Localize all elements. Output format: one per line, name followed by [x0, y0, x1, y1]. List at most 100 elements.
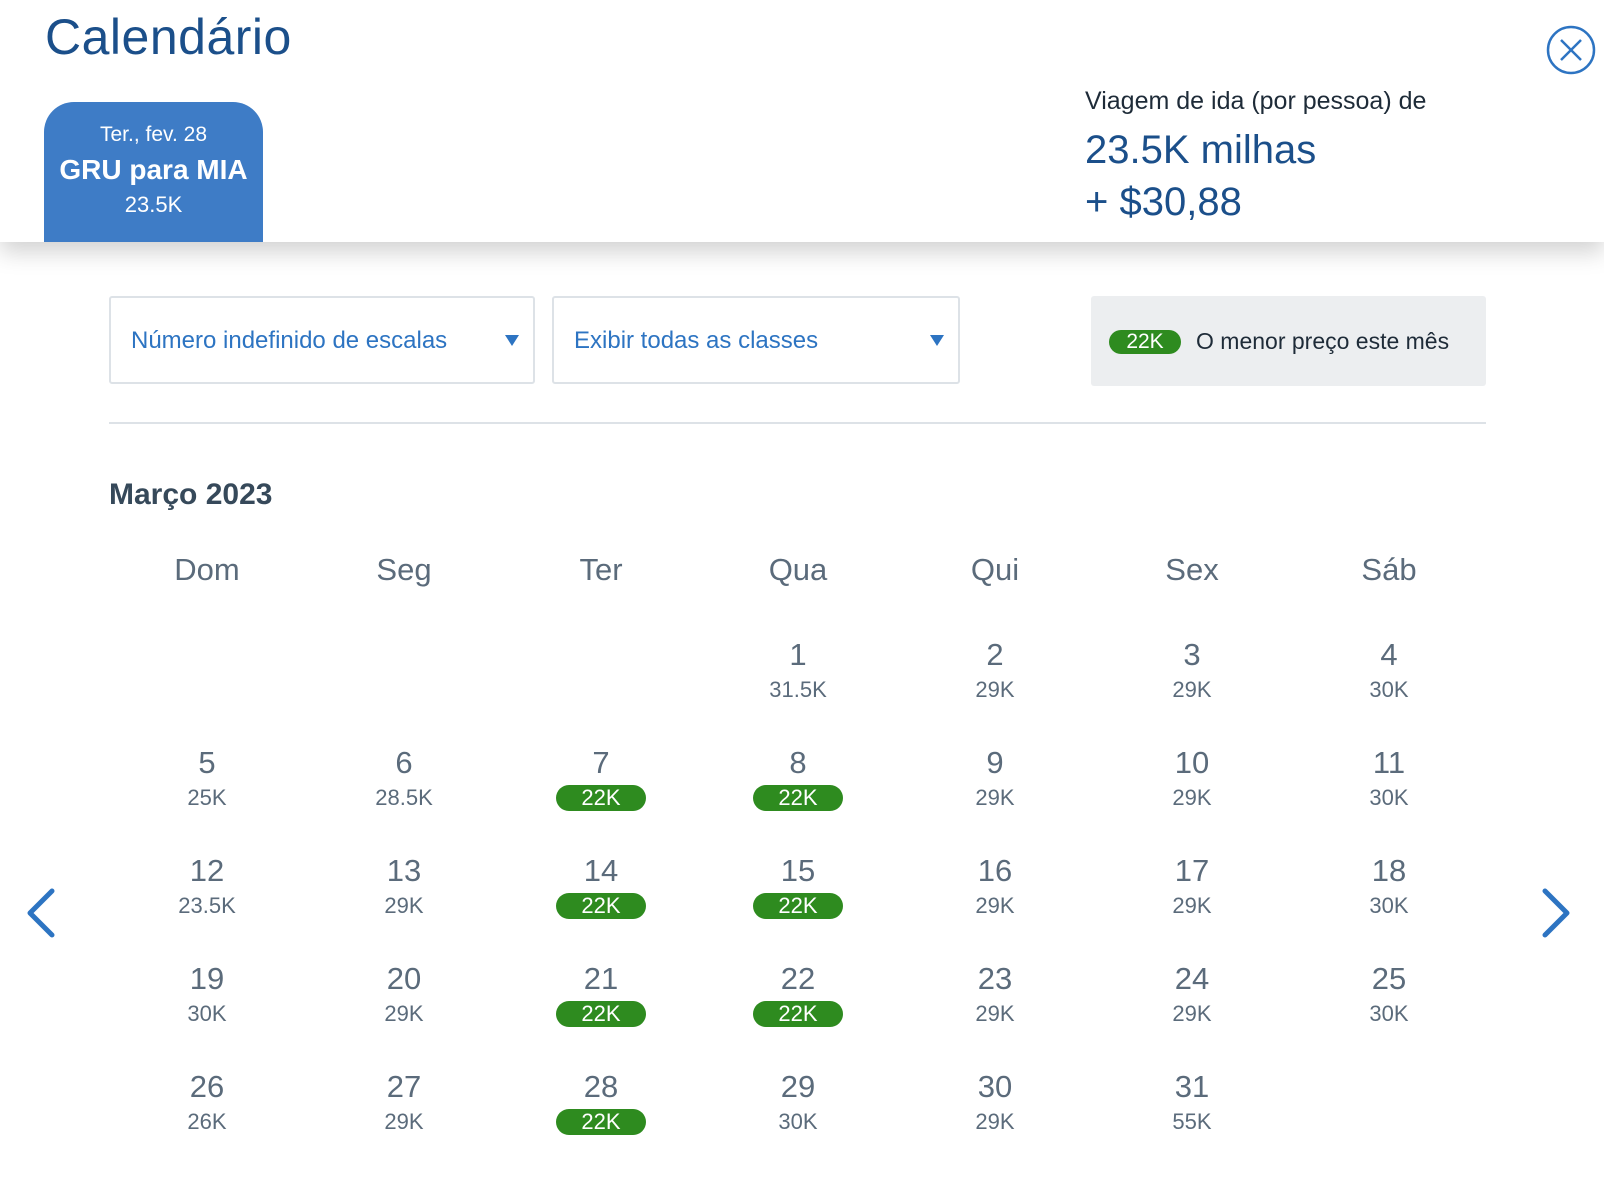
day-number: 31	[1174, 1069, 1210, 1104]
weekday-label: Sex	[1165, 552, 1219, 587]
day-price: 30K	[1369, 1001, 1409, 1026]
day-number: 16	[977, 853, 1013, 888]
flight-tab-gru-mia[interactable]: Ter., fev. 28 GRU para MIA 23.5K	[44, 102, 263, 242]
day-price: 29K	[1172, 677, 1212, 702]
calendar-day-cell[interactable]: 29 30K	[723, 1069, 873, 1161]
day-price: 29K	[1172, 1001, 1212, 1026]
calendar-day-cell[interactable]: 27 29K	[329, 1069, 479, 1161]
day-number: 23	[977, 961, 1013, 996]
day-number: 8	[789, 745, 807, 780]
day-number: 26	[189, 1069, 225, 1104]
day-number: 2	[986, 637, 1004, 672]
calendar-day-cell[interactable]: 26 26K	[132, 1069, 282, 1161]
day-number: 20	[386, 961, 422, 996]
day-number: 13	[386, 853, 422, 888]
legend-badge: 22K	[1109, 330, 1181, 354]
calendar-day-cell[interactable]: 18 30K	[1314, 853, 1464, 945]
calendar-day-cell[interactable]: 23 29K	[920, 961, 1070, 1053]
day-price-lowest-badge: 22K	[556, 1109, 646, 1135]
day-price: 31.5K	[769, 677, 827, 702]
calendar-day-cell[interactable]: 8 22K	[723, 745, 873, 837]
day-price-lowest-badge: 22K	[753, 785, 843, 811]
day-price: 29K	[1172, 893, 1212, 918]
calendar-day-cell[interactable]: 11 30K	[1314, 745, 1464, 837]
stops-dropdown[interactable]: Número indefinido de escalas	[109, 296, 535, 384]
day-price: 55K	[1172, 1109, 1212, 1134]
trip-summary: Viagem de ida (por pessoa) de 23.5K milh…	[1085, 87, 1505, 228]
day-price: 29K	[384, 1001, 424, 1026]
close-icon	[1546, 25, 1596, 75]
calendar-day-cell[interactable]: 19 30K	[132, 961, 282, 1053]
day-price: 28.5K	[375, 785, 433, 810]
calendar-day-cell[interactable]: 22 22K	[723, 961, 873, 1053]
flight-tab-price: 23.5K	[124, 192, 183, 217]
day-number: 10	[1174, 745, 1210, 780]
day-number: 4	[1380, 637, 1398, 672]
calendar-day-cell[interactable]: 10 29K	[1117, 745, 1267, 837]
day-number: 27	[386, 1069, 422, 1104]
calendar-day-cell[interactable]: 24 29K	[1117, 961, 1267, 1053]
calendar-day-cell[interactable]: 16 29K	[920, 853, 1070, 945]
day-price: 29K	[975, 785, 1015, 810]
calendar-day-cell[interactable]: 12 23.5K	[132, 853, 282, 945]
calendar-day-cell[interactable]: 3 29K	[1117, 637, 1267, 729]
calendar-day-cell[interactable]: 14 22K	[526, 853, 676, 945]
trip-summary-cash: + $30,88	[1085, 180, 1242, 224]
day-number: 9	[986, 745, 1004, 780]
day-number: 14	[583, 853, 619, 888]
chevron-right-icon	[1542, 888, 1570, 938]
divider	[109, 422, 1486, 424]
day-price: 29K	[975, 677, 1015, 702]
caret-down-icon	[505, 335, 519, 346]
calendar-day-cell[interactable]: 9 29K	[920, 745, 1070, 837]
calendar-day-cell[interactable]: 15 22K	[723, 853, 873, 945]
day-price: 30K	[187, 1001, 227, 1026]
calendar-day-cell[interactable]: 20 29K	[329, 961, 479, 1053]
calendar-day-cell[interactable]: 5 25K	[132, 745, 282, 837]
day-price: 30K	[1369, 893, 1409, 918]
day-number: 3	[1183, 637, 1201, 672]
day-number: 7	[592, 745, 610, 780]
close-button[interactable]	[1546, 25, 1596, 75]
day-price: 30K	[1369, 677, 1409, 702]
class-dropdown[interactable]: Exibir todas as classes	[552, 296, 960, 384]
calendar-day-cell[interactable]: 2 29K	[920, 637, 1070, 729]
next-month-button[interactable]	[1535, 887, 1575, 939]
day-price: 26K	[187, 1109, 227, 1134]
calendar-header: Calendário Ter., fev. 28 GRU para MIA 23…	[0, 0, 1604, 242]
day-price: 29K	[975, 893, 1015, 918]
prev-month-button[interactable]	[22, 887, 62, 939]
calendar-day-cell[interactable]: 30 29K	[920, 1069, 1070, 1161]
calendar-day-cell[interactable]: 13 29K	[329, 853, 479, 945]
calendar-day-cell[interactable]: 31 55K	[1117, 1069, 1267, 1161]
calendar-day-cell[interactable]: 21 22K	[526, 961, 676, 1053]
day-number: 18	[1371, 853, 1407, 888]
day-price: 29K	[1172, 785, 1212, 810]
calendar-day-cell[interactable]: 1 31.5K	[723, 637, 873, 729]
day-price-lowest-badge: 22K	[753, 1001, 843, 1027]
day-price-lowest-badge: 22K	[556, 893, 646, 919]
day-number: 21	[583, 961, 619, 996]
day-number: 1	[789, 637, 807, 672]
day-price: 23.5K	[178, 893, 236, 918]
calendar-day-cell[interactable]: 25 30K	[1314, 961, 1464, 1053]
calendar-day-cell[interactable]: 17 29K	[1117, 853, 1267, 945]
calendar-day-cell[interactable]: 28 22K	[526, 1069, 676, 1161]
day-number: 30	[977, 1069, 1013, 1104]
day-number: 17	[1174, 853, 1210, 888]
day-price: 29K	[975, 1109, 1015, 1134]
weekday-label: Qua	[768, 552, 828, 587]
day-number: 24	[1174, 961, 1210, 996]
day-number: 11	[1372, 745, 1406, 780]
page-title: Calendário	[45, 9, 292, 65]
calendar-day-cell[interactable]: 4 30K	[1314, 637, 1464, 729]
calendar-day-cell[interactable]: 7 22K	[526, 745, 676, 837]
flight-tab-route: GRU para MIA	[59, 154, 248, 185]
caret-down-icon	[930, 335, 944, 346]
legend-text: O menor preço este mês	[1196, 328, 1450, 354]
month-title: Março 2023	[109, 478, 273, 511]
weekday-label: Sáb	[1361, 552, 1417, 587]
day-number: 6	[395, 745, 413, 780]
day-price: 30K	[1369, 785, 1409, 810]
calendar-day-cell[interactable]: 6 28.5K	[329, 745, 479, 837]
